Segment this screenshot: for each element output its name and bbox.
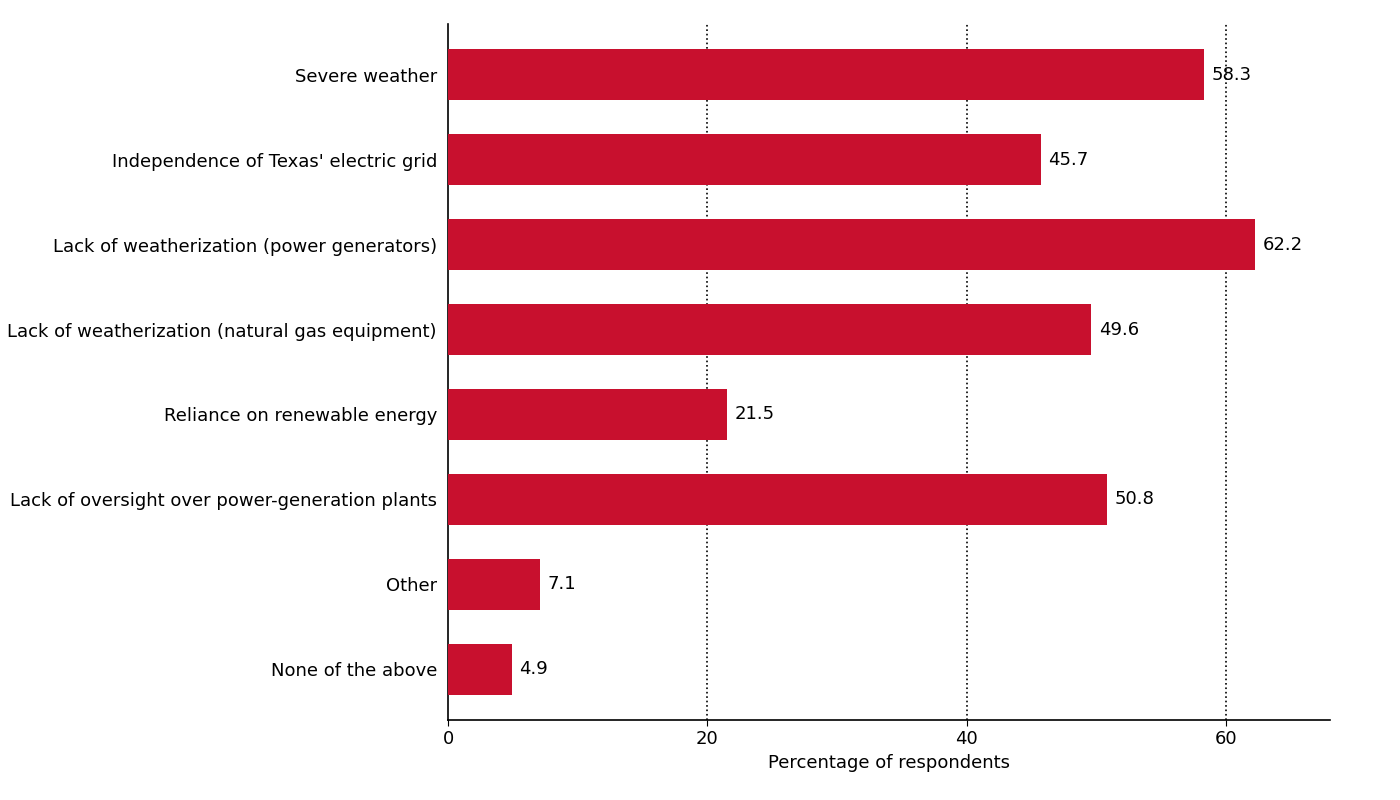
Bar [448, 644, 511, 694]
Text: 50.8: 50.8 [1114, 490, 1155, 508]
Bar [448, 219, 1254, 270]
X-axis label: Percentage of respondents: Percentage of respondents [769, 754, 1009, 772]
Text: 7.1: 7.1 [547, 575, 577, 593]
Text: 21.5: 21.5 [735, 406, 774, 423]
Text: 62.2: 62.2 [1263, 236, 1302, 254]
Bar [448, 474, 1107, 525]
Text: 49.6: 49.6 [1099, 321, 1140, 338]
Bar [448, 558, 540, 610]
Bar [448, 50, 1204, 100]
Text: 45.7: 45.7 [1049, 151, 1089, 169]
Text: 4.9: 4.9 [519, 660, 547, 678]
Bar [448, 389, 727, 440]
Bar [448, 304, 1092, 355]
Bar [448, 134, 1040, 186]
Text: 58.3: 58.3 [1212, 66, 1252, 84]
